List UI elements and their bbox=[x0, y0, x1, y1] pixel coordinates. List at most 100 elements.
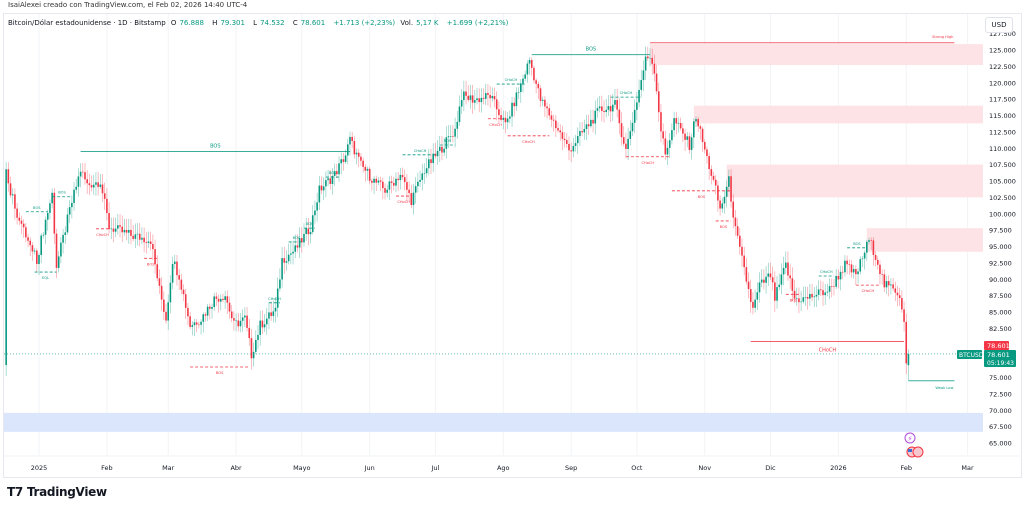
candle-body bbox=[25, 227, 27, 238]
candle-body bbox=[357, 152, 360, 157]
candle-body bbox=[901, 298, 903, 310]
candle-body bbox=[219, 298, 222, 302]
structure-label-bos: BOS bbox=[293, 236, 301, 240]
candle-body bbox=[732, 201, 735, 218]
time-axis-label: Abr bbox=[230, 464, 242, 472]
candle-body bbox=[598, 106, 601, 109]
candle-body bbox=[158, 278, 161, 286]
candle-body bbox=[169, 282, 172, 303]
candle-body bbox=[601, 106, 603, 112]
candle-body bbox=[526, 63, 529, 75]
candle-body bbox=[504, 117, 507, 123]
candle-body bbox=[769, 273, 772, 278]
candle-body bbox=[430, 159, 432, 164]
price-axis-label: 127.500 bbox=[989, 30, 1016, 38]
candle-body bbox=[316, 202, 318, 211]
candle-body bbox=[246, 315, 248, 328]
candle-body bbox=[390, 181, 393, 183]
price-axis-label: 100.000 bbox=[989, 210, 1016, 218]
candle-body bbox=[546, 106, 548, 109]
candle-body bbox=[668, 140, 671, 148]
candle-body bbox=[147, 241, 150, 243]
candle-body bbox=[651, 57, 653, 64]
lightning-event-icon bbox=[904, 432, 916, 444]
candle-body bbox=[653, 63, 656, 74]
candle-body bbox=[239, 320, 242, 327]
candle-body bbox=[594, 110, 597, 124]
candle-body bbox=[905, 321, 908, 364]
candle-body bbox=[743, 255, 745, 268]
candle-body bbox=[206, 306, 209, 316]
structure-label-bos: BOS bbox=[329, 171, 337, 175]
candle-body bbox=[191, 325, 194, 327]
tradingview-logo[interactable]: T7 TradingView bbox=[7, 485, 107, 499]
candle-body bbox=[798, 298, 800, 303]
candle-body bbox=[103, 193, 106, 199]
candle-body bbox=[31, 245, 34, 252]
price-axis-label: 105.000 bbox=[989, 178, 1016, 186]
candle-body bbox=[892, 284, 894, 289]
candle-body bbox=[259, 320, 261, 335]
candle-body bbox=[467, 95, 470, 100]
candle-body bbox=[480, 97, 483, 103]
candle-body bbox=[255, 339, 257, 352]
candle-body bbox=[530, 60, 533, 68]
candle-body bbox=[664, 138, 667, 155]
symbol-tag-label: BTCUSD bbox=[959, 352, 984, 359]
symbol-tag bbox=[957, 350, 982, 359]
candle-body bbox=[130, 229, 132, 236]
candle-body bbox=[642, 70, 645, 81]
candle-body bbox=[815, 294, 818, 297]
currency-button[interactable]: USD bbox=[985, 17, 1013, 33]
candle-body bbox=[866, 241, 868, 253]
candle-body bbox=[605, 109, 608, 113]
prev-close-value: 78.601 bbox=[987, 342, 1010, 350]
candle-body bbox=[763, 279, 765, 283]
candle-body bbox=[311, 215, 314, 233]
candle-body bbox=[322, 186, 325, 191]
candle-body bbox=[478, 98, 480, 103]
candle-body bbox=[421, 173, 424, 180]
candle-body bbox=[791, 278, 794, 291]
candle-body bbox=[127, 229, 130, 233]
candle-body bbox=[263, 324, 266, 328]
candle-body bbox=[272, 311, 275, 316]
candle-body bbox=[167, 302, 170, 321]
candle-body bbox=[248, 327, 251, 339]
level-label-choch: CHoCH bbox=[819, 347, 837, 353]
candle-body bbox=[476, 98, 478, 101]
symbol-title[interactable]: Bitcoin/Dólar estadounidense · 1D · Bits… bbox=[8, 19, 166, 27]
candle-body bbox=[474, 100, 476, 103]
candle-body bbox=[714, 179, 717, 186]
candle-body bbox=[301, 238, 303, 243]
candle-body bbox=[163, 299, 165, 312]
price-axis-label: 70.000 bbox=[989, 407, 1012, 415]
tradingview-logo-icon: T7 bbox=[7, 485, 23, 499]
candle-body bbox=[568, 143, 570, 151]
candle-body bbox=[603, 111, 605, 113]
candle-body bbox=[436, 150, 439, 157]
candle-body bbox=[471, 95, 474, 103]
candle-body bbox=[614, 100, 616, 105]
structure-label-bos: BOS bbox=[444, 139, 452, 143]
time-axis-label: Mar bbox=[961, 464, 974, 472]
candle-body bbox=[811, 293, 813, 298]
price-axis-label: 85.000 bbox=[989, 309, 1012, 317]
candle-body bbox=[728, 176, 730, 187]
high-value: 79.301 bbox=[220, 19, 245, 27]
candle-body bbox=[548, 108, 551, 116]
price-axis-label: 92.500 bbox=[989, 259, 1012, 267]
candle-body bbox=[42, 234, 45, 236]
candle-body bbox=[441, 146, 443, 153]
volume-label: Vol. bbox=[400, 19, 414, 27]
candle-body bbox=[782, 267, 785, 275]
candle-body bbox=[627, 138, 629, 149]
candle-body bbox=[876, 259, 879, 265]
candle-body bbox=[33, 250, 36, 252]
candle-body bbox=[456, 121, 459, 129]
candle-body bbox=[802, 297, 805, 302]
candle-body bbox=[666, 147, 669, 155]
time-axis-label: Nov bbox=[698, 464, 711, 472]
candle-body bbox=[824, 292, 827, 296]
